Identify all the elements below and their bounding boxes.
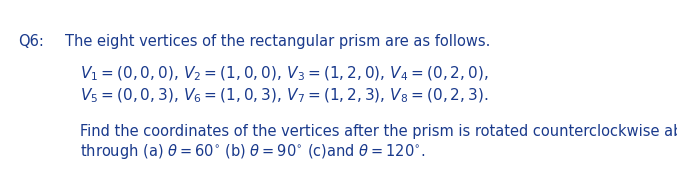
Text: $V_5 = (0, 0, 3),\, V_6 = (1, 0, 3),\, V_7 = (1, 2, 3),\, V_8 = (0, 2, 3).$: $V_5 = (0, 0, 3),\, V_6 = (1, 0, 3),\, V… xyxy=(80,87,488,105)
Text: $V_1 = (0, 0, 0),\, V_2 = (1, 0, 0),\, V_3 = (1, 2, 0),\, V_4 = (0, 2, 0),$: $V_1 = (0, 0, 0),\, V_2 = (1, 0, 0),\, V… xyxy=(80,65,488,83)
Text: through (a) $\theta = 60^{\circ}$ (b) $\theta = 90^{\circ}$ (c)and $\theta = 120: through (a) $\theta = 60^{\circ}$ (b) $\… xyxy=(80,142,426,161)
Text: Q6:: Q6: xyxy=(18,34,44,49)
Text: Find the coordinates of the vertices after the prism is rotated counterclockwise: Find the coordinates of the vertices aft… xyxy=(80,124,677,139)
Text: The eight vertices of the rectangular prism are as follows.: The eight vertices of the rectangular pr… xyxy=(65,34,490,49)
